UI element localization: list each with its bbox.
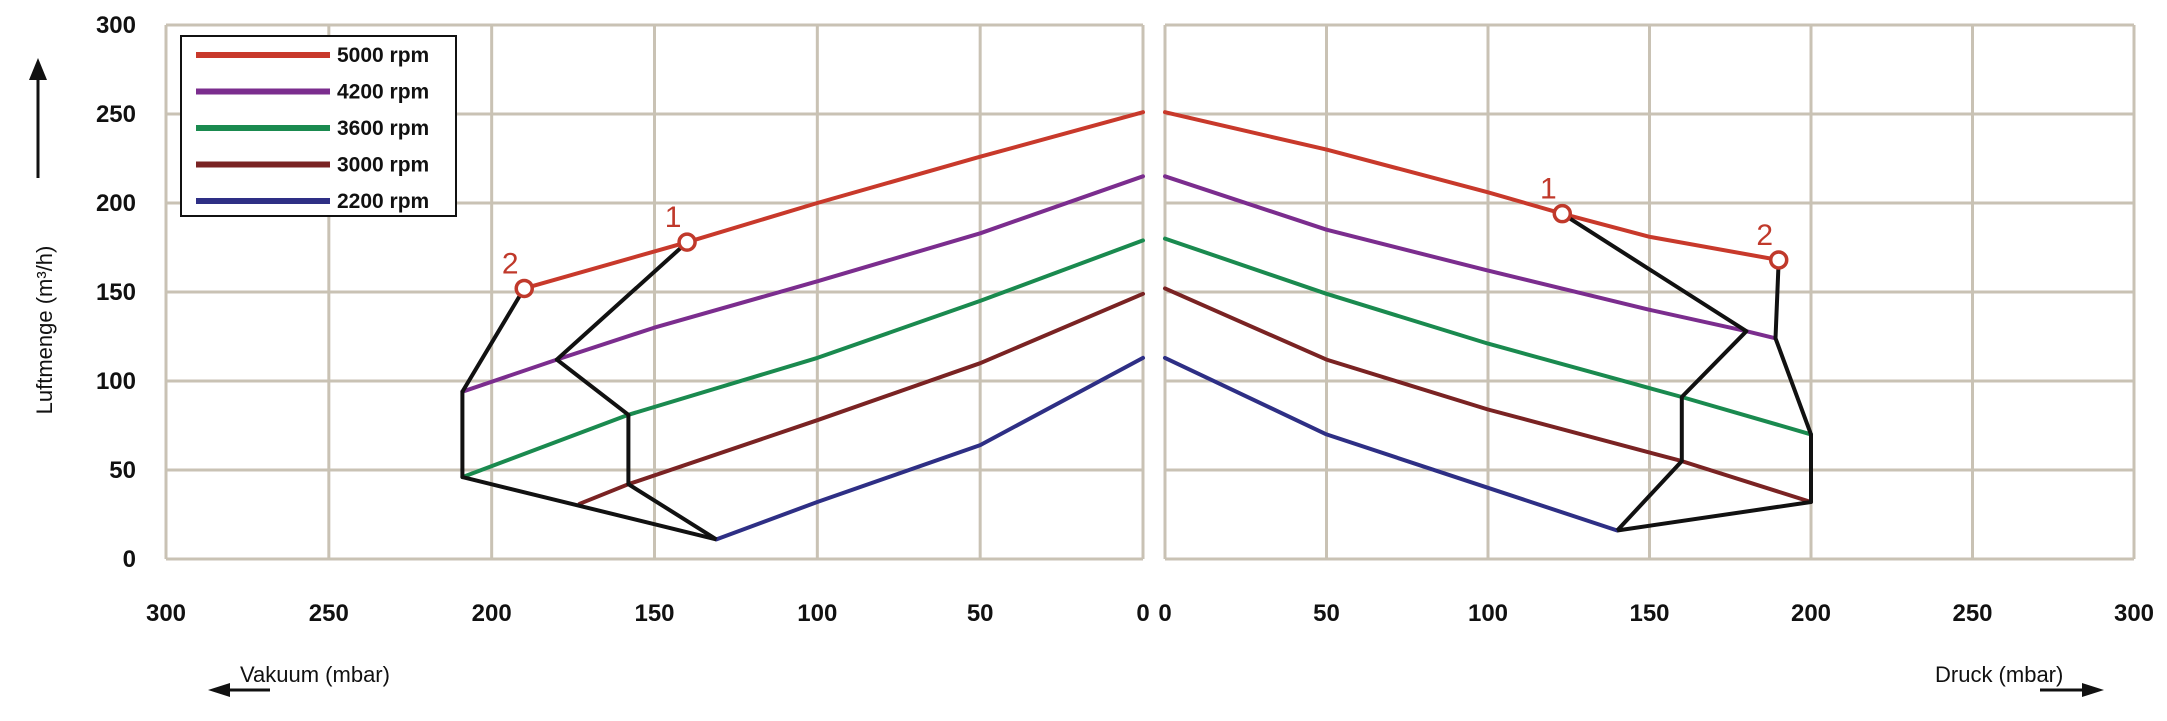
y-tick-label: 50 (109, 457, 136, 484)
grid (164, 23, 2136, 561)
y-tick-label: 100 (96, 368, 136, 395)
series-2-druck-line (1163, 236, 1813, 437)
legend-label: 3600 rpm (337, 117, 429, 140)
series-1-druck-line (1163, 174, 1778, 341)
series-4-vakuum-line (714, 355, 1145, 542)
legend-label: 5000 rpm (337, 44, 429, 67)
x-tick-label-vakuum: 250 (309, 600, 349, 627)
operating-point-marker (1768, 250, 1789, 270)
x-tick-label-druck: 0 (1158, 600, 1171, 627)
marker-layer: 1 2 1 2 (502, 173, 1789, 299)
x-tick-label-vakuum: 100 (797, 600, 837, 627)
left-arrow (208, 683, 270, 697)
series-0-vakuum-line (522, 110, 1145, 291)
y-tick-label: 0 (123, 546, 136, 573)
x-tick-label-vakuum: 50 (967, 600, 994, 627)
y-tick-label: 300 (96, 12, 136, 39)
x-tick-label-vakuum: 150 (634, 600, 674, 627)
x-tick-label-druck: 300 (2114, 600, 2154, 627)
legend: 5000 rpm 4200 rpm 3600 rpm 3000 rpm 2200 rpm (180, 35, 457, 217)
series-3-vakuum-line (577, 291, 1145, 506)
y-axis-arrow (29, 58, 47, 178)
operating-point-label: 1 (1540, 173, 1557, 206)
x-axis-label-druck: Druck (mbar) (1935, 662, 2063, 687)
legend-label: 4200 rpm (337, 81, 429, 104)
x-tick-label-druck: 150 (1629, 600, 1669, 627)
legend-label: 2200 rpm (337, 190, 429, 213)
x-tick-label-vakuum: 0 (1136, 600, 1149, 627)
x-tick-label-druck: 200 (1791, 600, 1831, 627)
boundary-line-vakuum-1 (460, 287, 717, 542)
x-tick-label-vakuum: 200 (472, 600, 512, 627)
series-0-druck-line (1163, 110, 1781, 262)
operating-point-marker (1552, 203, 1573, 224)
operating-point-label: 2 (502, 247, 519, 280)
series-layer (460, 110, 1813, 542)
series-1-vakuum-line (460, 174, 1145, 394)
y-tick-label: 150 (96, 279, 136, 306)
x-tick-label-vakuum: 300 (146, 600, 186, 627)
boundary-line-druck-0 (1561, 212, 1749, 532)
y-axis-label: Luftmenge (m³/h) (32, 246, 57, 415)
x-tick-label-druck: 250 (1952, 600, 1992, 627)
x-tick-label-druck: 100 (1468, 600, 1508, 627)
boundary-line-vakuum-0 (554, 240, 718, 542)
operating-point-label: 2 (1756, 219, 1773, 252)
right-arrow (2040, 683, 2104, 697)
operating-point-label: 1 (665, 201, 682, 234)
series-4-druck-line (1163, 355, 1620, 533)
x-axis-label-vakuum: Vakuum (mbar) (240, 662, 390, 687)
series-2-vakuum-line (460, 238, 1145, 480)
y-tick-label: 250 (96, 101, 136, 128)
operating-point-marker (677, 232, 697, 252)
x-tick-label-druck: 50 (1313, 600, 1340, 627)
boundary-line-druck-1 (1616, 259, 1813, 533)
boundary-layer (460, 212, 1813, 542)
legend-label: 3000 rpm (337, 154, 429, 177)
series-3-druck-line (1163, 286, 1813, 504)
operating-point-marker (514, 278, 534, 299)
y-tick-label: 200 (96, 190, 136, 217)
